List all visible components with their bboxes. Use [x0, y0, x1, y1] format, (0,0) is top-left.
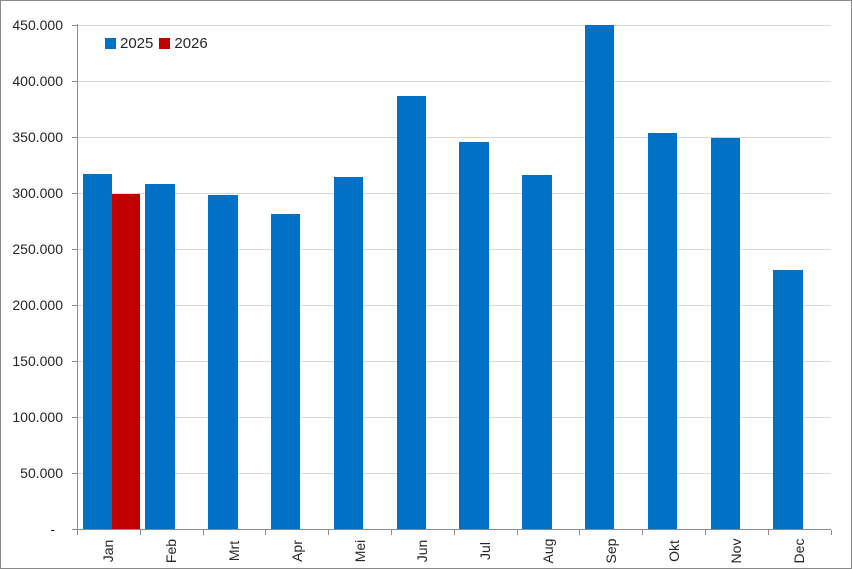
bar-mrt-2025[interactable] — [208, 194, 238, 529]
x-axis-tick — [767, 530, 769, 535]
x-axis-tick — [139, 530, 141, 535]
y-axis-tick — [72, 304, 77, 306]
bar-mei-2025[interactable] — [333, 176, 364, 529]
x-axis-label-aug: Aug — [540, 538, 556, 564]
x-axis-label-dec: Dec — [791, 538, 808, 564]
x-axis-line — [77, 529, 831, 530]
x-axis-label-nov: Nov — [728, 538, 745, 564]
y-axis-tick — [72, 472, 77, 474]
y-axis-tick — [72, 192, 77, 194]
x-axis-label-apr: Apr — [288, 540, 305, 562]
x-axis-tick — [202, 530, 204, 535]
x-axis-label-sep: Sep — [602, 538, 619, 564]
bar-nov-2025[interactable] — [710, 137, 740, 529]
x-axis-tick — [453, 530, 455, 535]
bar-aug-2025[interactable] — [522, 174, 552, 529]
bar-jul-2025[interactable] — [459, 142, 489, 529]
bar-dec-2025[interactable] — [773, 270, 803, 529]
y-axis-label: 100.000 — [12, 408, 63, 425]
bar-jun-2025[interactable] — [396, 96, 426, 529]
x-axis-label-jan: Jan — [100, 539, 117, 563]
x-axis-tick — [265, 530, 267, 535]
x-axis-label-jun: Jun — [414, 539, 431, 563]
x-axis-tick — [579, 530, 581, 535]
x-axis-label-okt: Okt — [665, 540, 682, 562]
legend-label: 2026 — [174, 34, 208, 52]
y-axis-label: 300.000 — [12, 184, 63, 201]
bar-jan-2026[interactable] — [111, 193, 140, 529]
x-axis-tick — [705, 530, 706, 535]
x-axis-tick — [516, 530, 518, 535]
y-axis-label: 250.000 — [12, 240, 63, 257]
x-axis-tick — [642, 530, 644, 535]
y-axis-tick — [72, 136, 77, 138]
legend-swatch-2026 — [159, 37, 171, 49]
y-axis-tick — [72, 360, 77, 362]
gridline — [78, 416, 831, 418]
legend: 2025 2026 — [105, 34, 208, 52]
legend-swatch-2025 — [105, 37, 116, 49]
gridline — [78, 472, 831, 474]
y-axis-line — [77, 24, 78, 530]
x-axis-tick — [328, 530, 330, 535]
y-axis-label: 150.000 — [12, 352, 63, 369]
y-axis-label: 50.000 — [20, 464, 63, 481]
y-axis-label: 350.000 — [12, 128, 63, 145]
bar-okt-2025[interactable] — [647, 133, 678, 529]
bar-feb-2025[interactable] — [145, 183, 175, 529]
y-axis-label: - — [50, 521, 55, 537]
x-axis-tick — [77, 530, 78, 535]
gridline — [78, 192, 831, 194]
gridline — [78, 80, 831, 82]
legend-item-2026[interactable]: 2026 — [159, 34, 208, 52]
y-axis-tick — [72, 529, 77, 530]
x-axis-label-mei: Mei — [351, 539, 368, 563]
y-axis-label: 200.000 — [12, 296, 63, 313]
y-axis-tick — [72, 80, 77, 82]
gridline — [78, 360, 831, 362]
gridline — [78, 136, 831, 138]
y-axis-tick — [72, 416, 77, 418]
bar-sep-2025[interactable] — [584, 24, 615, 529]
y-axis-tick — [72, 248, 77, 250]
y-axis-label: 400.000 — [12, 72, 63, 89]
x-axis-label-jul: Jul — [477, 542, 494, 560]
y-axis-tick — [72, 24, 77, 26]
x-axis-label-mrt: Mrt — [226, 540, 242, 562]
bar-jan-2025[interactable] — [82, 173, 112, 529]
gridline — [78, 304, 831, 306]
gridline — [78, 24, 831, 26]
legend-item-2025[interactable]: 2025 — [105, 35, 153, 52]
gridline — [78, 248, 831, 250]
x-axis-label-feb: Feb — [163, 538, 180, 564]
y-axis-label: 450.000 — [12, 16, 63, 33]
legend-label: 2025 — [120, 34, 154, 52]
x-axis-tick — [391, 530, 392, 535]
x-axis-tick — [830, 530, 832, 535]
bar-apr-2025[interactable] — [270, 213, 301, 529]
